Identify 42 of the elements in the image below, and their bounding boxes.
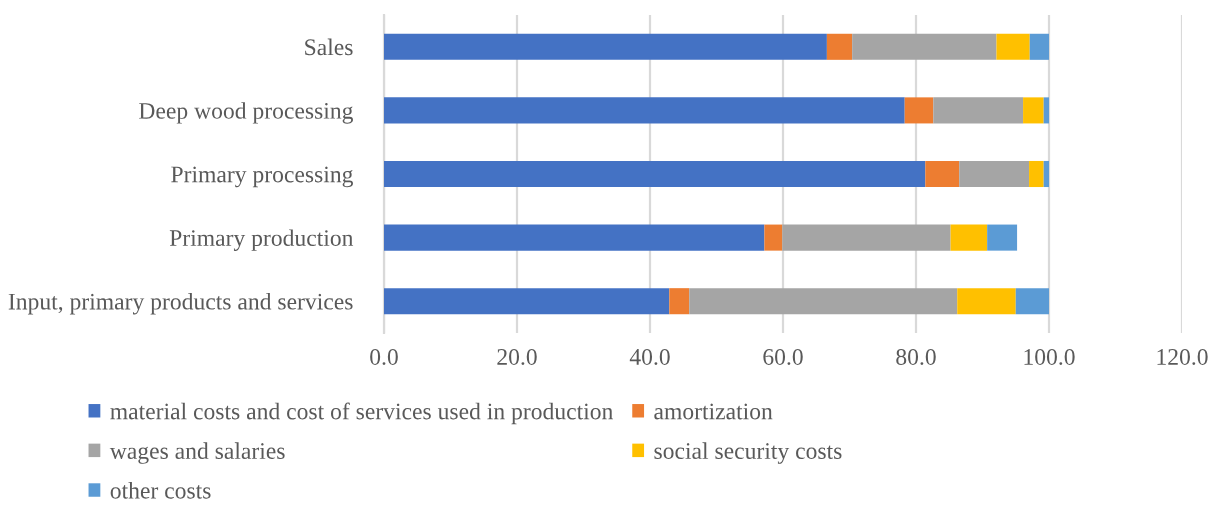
y-tick-label: Deep wood processing xyxy=(139,102,353,124)
bar xyxy=(384,160,926,188)
bar xyxy=(925,160,960,188)
legend-label: other costs xyxy=(110,482,211,499)
bar xyxy=(384,288,670,315)
legend-label: wages and salaries xyxy=(109,442,285,464)
x-tick-label: 100.0 xyxy=(1024,348,1075,365)
x-tick-label: 0.0 xyxy=(370,348,398,365)
bar xyxy=(852,33,997,60)
bar xyxy=(384,33,827,60)
bar xyxy=(384,97,905,124)
y-tick-label: Primary processing xyxy=(171,166,353,188)
bar xyxy=(782,224,951,251)
x-tick-label: 40.0 xyxy=(629,348,670,365)
bar xyxy=(959,160,1030,188)
x-tick-label: 60.0 xyxy=(763,348,803,365)
x-tick-label: 20.0 xyxy=(497,348,537,365)
bar xyxy=(1029,160,1044,188)
bar xyxy=(1023,97,1044,124)
x-tick-label: 120.0 xyxy=(1157,348,1208,365)
bar xyxy=(1043,160,1049,188)
bar xyxy=(1029,33,1049,60)
bar xyxy=(957,288,1016,315)
legend-label: social security costs xyxy=(654,442,842,464)
bar xyxy=(669,288,690,315)
y-tick-label: Sales xyxy=(305,38,353,56)
bar xyxy=(996,33,1030,60)
bar xyxy=(1043,97,1049,124)
bar xyxy=(904,97,934,124)
bar xyxy=(384,224,765,251)
bar xyxy=(764,224,783,251)
bar xyxy=(1015,288,1049,315)
bar xyxy=(933,97,1024,124)
bar xyxy=(826,33,853,60)
y-tick-label: Primary production xyxy=(169,229,354,251)
y-tick-label: Input, primary products and services xyxy=(8,293,353,315)
bar xyxy=(987,224,1018,251)
legend-label: amortization xyxy=(654,403,773,420)
x-tick-label: 80.0 xyxy=(896,348,936,365)
legend-label: material costs and cost of services used in production xyxy=(110,402,613,425)
bar xyxy=(950,224,988,251)
bar xyxy=(689,288,958,315)
